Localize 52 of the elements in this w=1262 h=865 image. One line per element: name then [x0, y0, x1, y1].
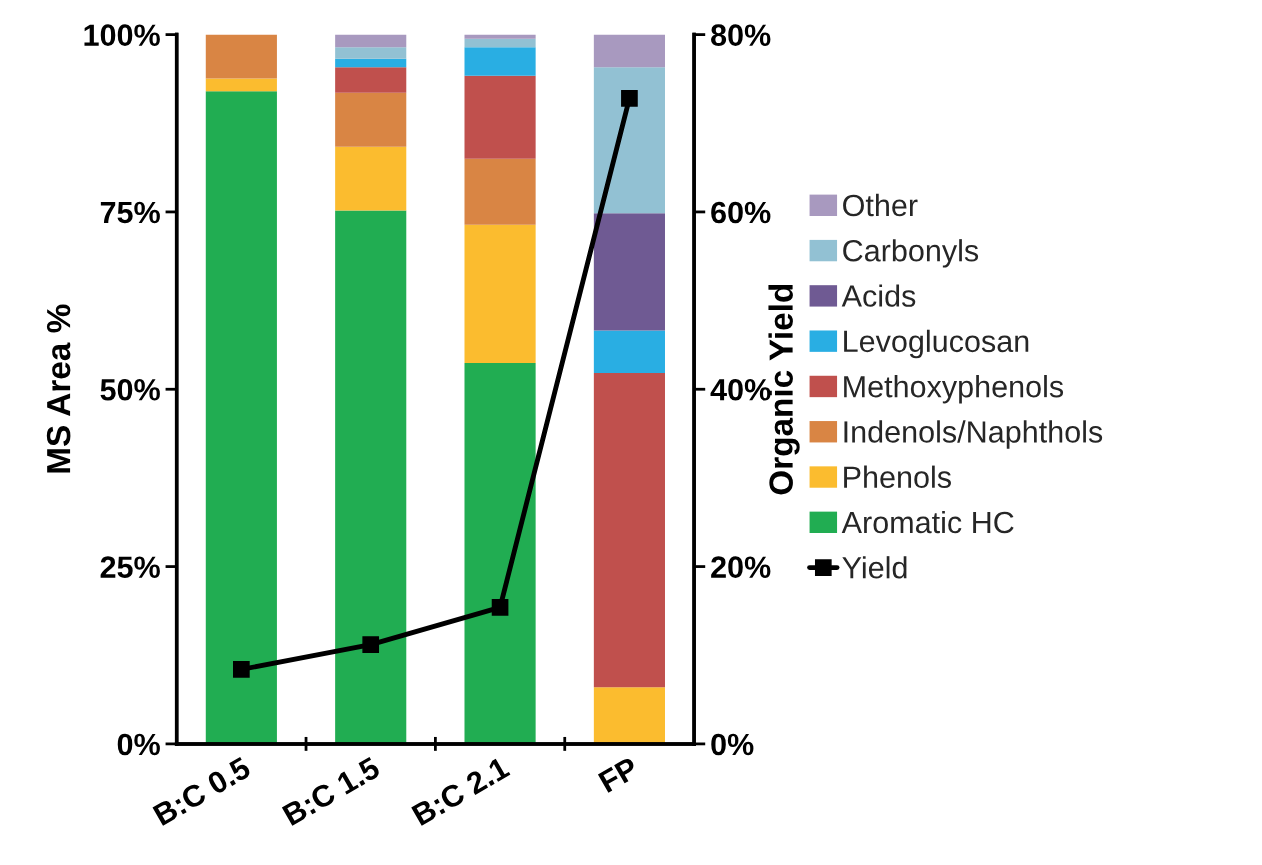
bar: [335, 58, 407, 68]
bar: [335, 92, 407, 147]
y2-axis-title: Organic Yield: [768, 284, 800, 495]
y-tick-label: 50%: [100, 378, 160, 401]
legend-label: Aromatic HC: [841, 510, 1014, 534]
y-tick-label: 0%: [117, 733, 160, 756]
bar: [335, 34, 407, 48]
legend-label: Other: [843, 193, 918, 217]
legend-label: Acids: [841, 284, 916, 307]
bar: [335, 146, 407, 211]
bar: [335, 67, 407, 93]
y2-tick-label: 0%: [711, 733, 754, 756]
y2-tick-label: 40%: [710, 378, 771, 401]
bar: [464, 363, 536, 744]
bar: [205, 34, 277, 79]
x-tick-label: B:C 1.5: [281, 756, 382, 827]
bar: [464, 47, 536, 76]
y-tick-label: 75%: [100, 201, 160, 224]
bar: [335, 210, 407, 744]
y-tick-label: 25%: [100, 556, 160, 578]
legend-label: Indenols/Naphthols: [844, 420, 1103, 449]
bar: [205, 78, 277, 92]
legend-label: Phenols: [844, 465, 951, 489]
legend-label: Yield: [842, 556, 907, 579]
bar: [593, 34, 665, 68]
bar: [464, 38, 536, 48]
legend-label: Levoglucosan: [844, 329, 1029, 359]
y2-tick-label: 60%: [711, 201, 771, 224]
x-tick-label: B:C 0.5: [152, 756, 252, 827]
legend-label: Carbonyls: [843, 239, 979, 268]
bar: [464, 224, 536, 364]
point: [491, 599, 509, 616]
bar: [593, 67, 665, 214]
y-tick-label: 100%: [84, 24, 160, 46]
bar: [593, 687, 665, 744]
bar: [335, 47, 407, 59]
point: [621, 90, 638, 107]
y2-tick-label: 80%: [711, 24, 771, 46]
y2-tick-label: 20%: [711, 556, 771, 578]
y-axis-title: MS Area %: [46, 304, 71, 473]
bar: [464, 75, 536, 159]
bar: [593, 330, 665, 373]
legend-label: Methoxyphenols: [844, 375, 1064, 404]
bar: [593, 213, 665, 331]
x-tick-label: FP: [597, 756, 640, 793]
bar: [464, 34, 536, 39]
bar: [593, 372, 665, 688]
point: [362, 636, 380, 653]
point: [233, 661, 250, 678]
x-tick-label: B:C 2.1: [411, 756, 511, 827]
bar: [205, 91, 277, 744]
bar: [464, 158, 536, 225]
